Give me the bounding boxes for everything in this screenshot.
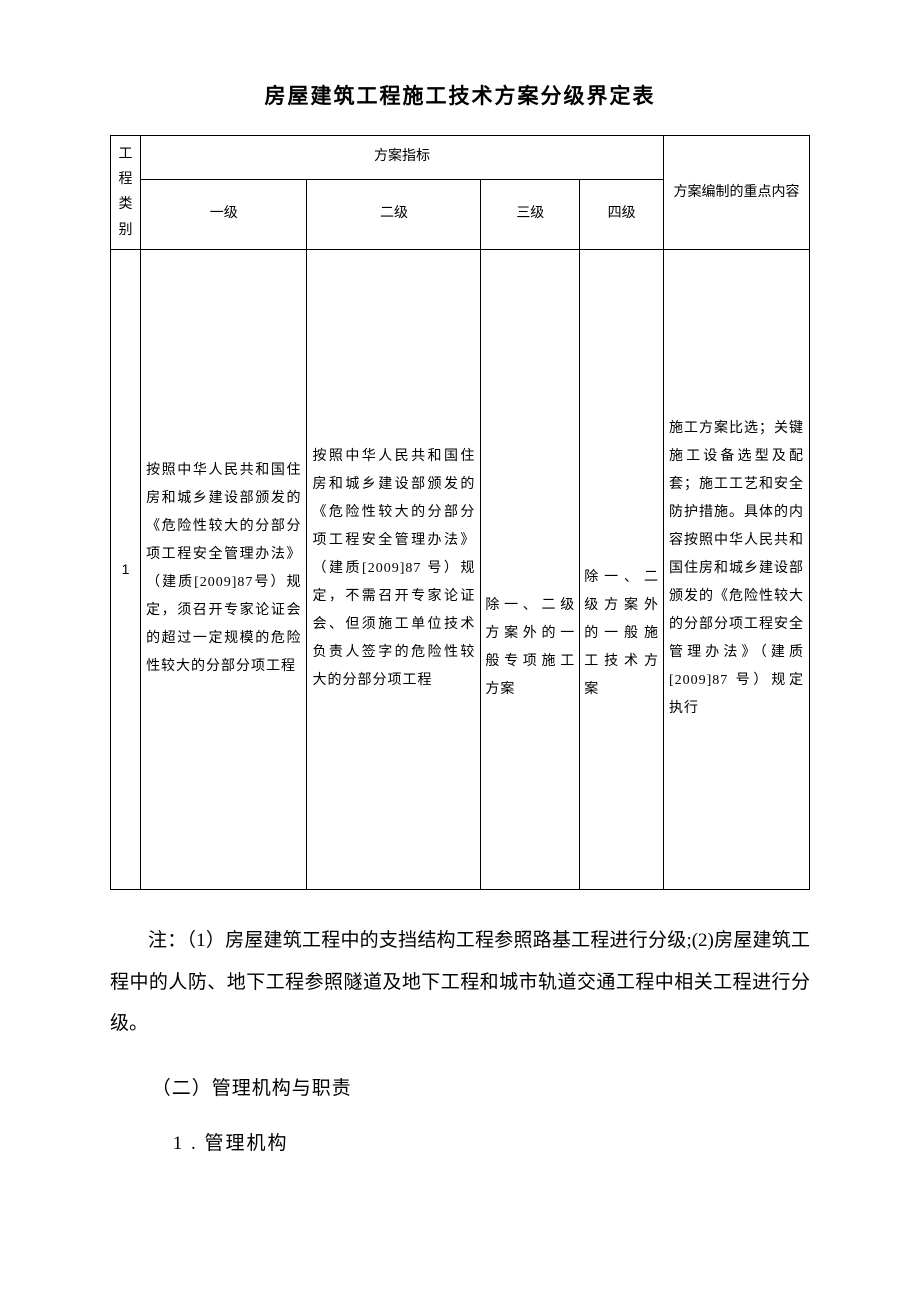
row-number: 1 <box>111 249 141 889</box>
header-category: 工程类别 <box>111 136 141 250</box>
sub-heading-1: 1 . 管理机构 <box>110 1128 810 1155</box>
cell-level-3: 除一、二级方案外的一般专项施工方案 <box>481 249 580 889</box>
header-level-1: 一级 <box>141 179 307 249</box>
cell-key-content: 施工方案比选；关键施工设备选型及配套；施工工艺和安全防护措施。具体的内容按照中华… <box>663 249 809 889</box>
classification-table: 工程类别 方案指标 方案编制的重点内容 一级 二级 三级 四级 1 按照中华人民… <box>110 135 810 890</box>
table-row: 1 按照中华人民共和国住房和城乡建设部颁发的《危险性较大的分部分项工程安全管理办… <box>111 249 810 889</box>
header-level-2: 二级 <box>307 179 481 249</box>
section-heading-2: （二）管理机构与职责 <box>110 1073 810 1100</box>
header-level-3: 三级 <box>481 179 580 249</box>
cell-level-4: 除一、二级方案外的一般施工技术方案 <box>580 249 664 889</box>
header-key-content: 方案编制的重点内容 <box>663 136 809 250</box>
table-header-row-1: 工程类别 方案指标 方案编制的重点内容 <box>111 136 810 180</box>
note-paragraph: 注：（1）房屋建筑工程中的支挡结构工程参照路基工程进行分级;(2)房屋建筑工程中… <box>110 920 810 1045</box>
header-plan-indicator: 方案指标 <box>141 136 664 180</box>
cell-level-2: 按照中华人民共和国住房和城乡建设部颁发的《危险性较大的分部分项工程安全管理办法》… <box>307 249 481 889</box>
header-level-4: 四级 <box>580 179 664 249</box>
document-title: 房屋建筑工程施工技术方案分级界定表 <box>110 80 810 110</box>
cell-level-1: 按照中华人民共和国住房和城乡建设部颁发的《危险性较大的分部分项工程安全管理办法》… <box>141 249 307 889</box>
